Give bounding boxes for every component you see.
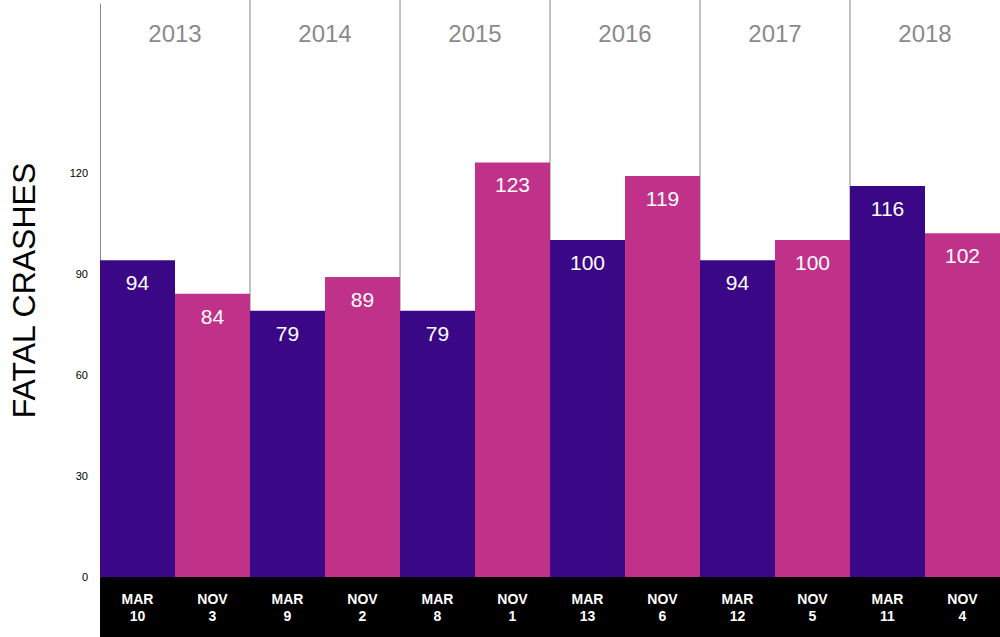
svg-text:MAR: MAR: [122, 591, 154, 607]
svg-text:123: 123: [495, 173, 530, 196]
svg-text:89: 89: [351, 288, 374, 311]
svg-text:13: 13: [580, 608, 596, 624]
svg-text:1: 1: [509, 608, 517, 624]
svg-text:2013: 2013: [148, 20, 201, 47]
svg-text:2017: 2017: [748, 20, 801, 47]
svg-text:102: 102: [945, 244, 980, 267]
svg-text:NOV: NOV: [797, 591, 828, 607]
svg-text:6: 6: [659, 608, 667, 624]
svg-text:2014: 2014: [298, 20, 351, 47]
svg-text:100: 100: [795, 251, 830, 274]
svg-text:NOV: NOV: [347, 591, 378, 607]
svg-text:119: 119: [646, 187, 679, 210]
svg-text:MAR: MAR: [422, 591, 454, 607]
svg-text:120: 120: [70, 167, 88, 179]
svg-text:MAR: MAR: [572, 591, 604, 607]
svg-text:NOV: NOV: [197, 591, 228, 607]
svg-text:30: 30: [76, 470, 88, 482]
svg-text:94: 94: [726, 271, 750, 294]
svg-text:NOV: NOV: [947, 591, 978, 607]
svg-text:MAR: MAR: [722, 591, 754, 607]
svg-text:12: 12: [730, 608, 746, 624]
svg-text:90: 90: [76, 268, 88, 280]
svg-text:2015: 2015: [448, 20, 501, 47]
svg-text:3: 3: [209, 608, 217, 624]
svg-text:MAR: MAR: [272, 591, 304, 607]
svg-text:FATAL CRASHES: FATAL CRASHES: [6, 163, 42, 418]
svg-text:5: 5: [809, 608, 817, 624]
svg-text:NOV: NOV: [647, 591, 678, 607]
svg-text:116: 116: [871, 197, 904, 220]
svg-text:10: 10: [130, 608, 146, 624]
svg-text:100: 100: [570, 251, 605, 274]
svg-text:2018: 2018: [898, 20, 951, 47]
svg-text:60: 60: [76, 369, 88, 381]
svg-text:94: 94: [126, 271, 150, 294]
svg-text:0: 0: [82, 571, 88, 583]
svg-text:MAR: MAR: [872, 591, 904, 607]
svg-text:2016: 2016: [598, 20, 651, 47]
svg-text:4: 4: [959, 608, 967, 624]
svg-text:84: 84: [201, 305, 225, 328]
svg-text:79: 79: [276, 322, 299, 345]
svg-text:NOV: NOV: [497, 591, 528, 607]
svg-text:11: 11: [880, 608, 895, 624]
svg-text:79: 79: [426, 322, 449, 345]
svg-text:9: 9: [284, 608, 292, 624]
svg-text:2: 2: [359, 608, 367, 624]
svg-text:8: 8: [434, 608, 442, 624]
